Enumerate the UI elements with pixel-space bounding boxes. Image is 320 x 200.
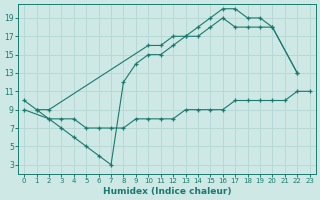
X-axis label: Humidex (Indice chaleur): Humidex (Indice chaleur) xyxy=(103,187,231,196)
